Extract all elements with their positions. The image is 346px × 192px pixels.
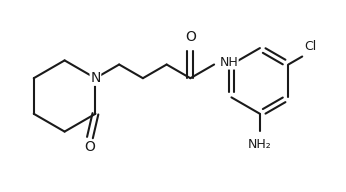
- Text: NH: NH: [220, 56, 238, 69]
- Text: O: O: [84, 140, 95, 154]
- Text: N: N: [90, 71, 101, 85]
- Text: O: O: [185, 30, 196, 44]
- Text: Cl: Cl: [304, 40, 317, 53]
- Text: NH₂: NH₂: [248, 138, 272, 151]
